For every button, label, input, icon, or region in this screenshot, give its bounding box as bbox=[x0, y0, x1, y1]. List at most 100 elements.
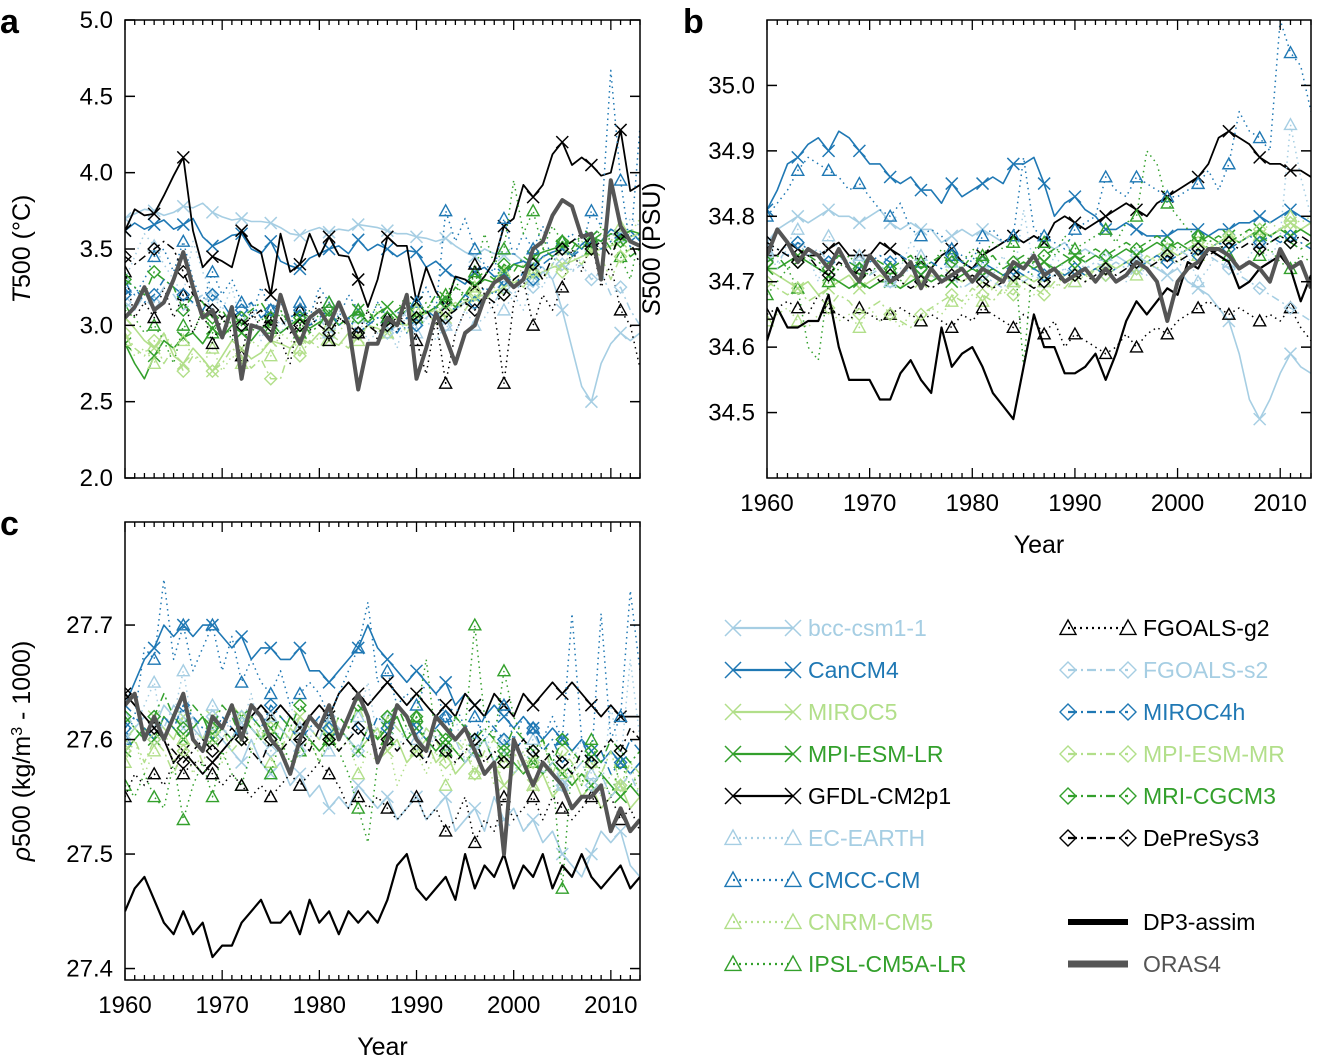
point-gfdl-cm2p1-marker bbox=[497, 219, 511, 233]
point-bcc-csm1-1-marker bbox=[614, 326, 628, 340]
point-depresys3-marker bbox=[409, 310, 424, 325]
point-depresys3-marker bbox=[438, 744, 453, 758]
point-mri-cgcm3-marker bbox=[913, 261, 928, 276]
point-fgoals-g2-marker bbox=[438, 823, 453, 837]
point-miroc4h-marker bbox=[147, 287, 162, 302]
point-bcc-csm1-1-marker bbox=[351, 218, 365, 232]
point-bcc-csm1-1-marker bbox=[555, 303, 569, 317]
point-miroc4h-marker bbox=[176, 287, 191, 302]
point-bcc-csm1-1-marker bbox=[176, 199, 190, 213]
point-mri-cgcm3-marker bbox=[1006, 255, 1021, 270]
point-cnrm-cm5-marker bbox=[1252, 228, 1267, 242]
point-ipsl-cm5a-lr-marker bbox=[613, 249, 628, 263]
line-cancm4 bbox=[767, 130, 1311, 237]
y-tick-label: 27.5 bbox=[66, 841, 113, 868]
point-miroc5-marker bbox=[468, 291, 482, 305]
point-mri-cgcm3-marker bbox=[351, 310, 366, 325]
legend-miroc4h-marker bbox=[1059, 703, 1077, 721]
point-mpi-esm-lr-marker bbox=[614, 790, 628, 804]
point-cmcc-cm-marker bbox=[351, 640, 366, 654]
point-cmcc-cm-marker bbox=[975, 228, 990, 242]
point-cancm4-marker bbox=[351, 641, 365, 655]
point-fgoals-s2-marker bbox=[1221, 261, 1236, 276]
point-bcc-csm1-1-marker bbox=[293, 767, 307, 781]
point-mri-cgcm3-marker bbox=[1252, 228, 1267, 243]
legend-item-gfdl-cm2p1: GFDL-CM2p1 bbox=[724, 783, 951, 809]
point-mri-cgcm3-marker bbox=[1160, 235, 1175, 250]
legend-item-cmcc-cm: CMCC-CM bbox=[723, 867, 920, 893]
point-cnrm-cm5-marker bbox=[321, 317, 337, 331]
line-miroc4h bbox=[767, 235, 1311, 276]
legend-mpi-esm-lr-marker bbox=[724, 745, 742, 763]
point-bcc-csm1-1-marker bbox=[526, 813, 540, 827]
plot-frame bbox=[766, 19, 1312, 479]
point-gfdl-cm2p1-marker bbox=[883, 242, 897, 256]
point-fgoals-g2-marker bbox=[380, 800, 395, 814]
series-depresys3 bbox=[125, 226, 640, 340]
point-cnrm-cm5-marker bbox=[263, 348, 278, 362]
legend-label: MRI-CGCM3 bbox=[1143, 783, 1276, 809]
legend-miroc5-marker bbox=[724, 703, 742, 721]
line-dp3-assim bbox=[125, 853, 640, 959]
point-cmcc-cm-marker bbox=[496, 211, 512, 224]
point-gfdl-cm2p1-marker bbox=[380, 230, 394, 244]
point-fgoals-g2-marker bbox=[125, 264, 133, 278]
point-cmcc-cm-marker bbox=[882, 208, 898, 222]
point-mpi-esm-lr-marker bbox=[497, 265, 511, 279]
point-mpi-esm-mr-marker bbox=[613, 778, 628, 793]
y-tick-label: 27.4 bbox=[66, 956, 113, 983]
point-ipsl-cm5a-lr-marker bbox=[351, 800, 366, 814]
point-ec-earth-marker bbox=[944, 254, 959, 268]
point-cnrm-cm5-marker bbox=[351, 333, 366, 347]
point-depresys3-marker bbox=[205, 303, 220, 318]
legend-item-cancm4: CanCM4 bbox=[724, 657, 899, 683]
point-mpi-esm-mr-marker bbox=[1283, 215, 1298, 230]
legend-mri-cgcm3-marker bbox=[1059, 787, 1077, 805]
series-cmcc-cm bbox=[767, 20, 1311, 263]
point-mpi-esm-mr-marker bbox=[767, 274, 774, 289]
point-cmcc-cm-marker bbox=[525, 720, 541, 734]
point-mri-cgcm3-marker bbox=[767, 255, 774, 270]
point-gfdl-cm2p1-marker bbox=[526, 698, 540, 712]
point-fgoals-g2-marker bbox=[1036, 326, 1052, 340]
legend-label: GFDL-CM2p1 bbox=[808, 783, 951, 809]
line-oras4 bbox=[125, 178, 640, 392]
point-cancm4-marker bbox=[409, 664, 424, 678]
point-mpi-esm-mr-marker bbox=[438, 303, 453, 318]
point-bcc-csm1-1-marker bbox=[468, 801, 482, 815]
series-ipsl-cm5a-lr bbox=[767, 150, 1311, 368]
plot-frame bbox=[124, 521, 641, 981]
point-bcc-csm1-1-marker bbox=[439, 231, 453, 245]
point-depresys3-marker bbox=[409, 744, 424, 758]
point-bcc-csm1-1-marker bbox=[822, 203, 836, 217]
point-mri-cgcm3-marker bbox=[944, 255, 959, 270]
point-ec-earth-marker bbox=[321, 743, 337, 757]
point-bcc-csm1-1-marker bbox=[380, 790, 394, 804]
point-ec-earth-marker bbox=[125, 709, 133, 723]
point-depresys3-marker bbox=[147, 242, 162, 256]
point-depresys3-marker bbox=[975, 274, 990, 289]
point-miroc5-marker bbox=[293, 710, 307, 724]
point-depresys3-marker bbox=[584, 755, 599, 770]
point-cancm4-marker bbox=[439, 675, 453, 689]
series-group bbox=[125, 578, 640, 959]
legend-cnrm-cm5-marker bbox=[783, 912, 803, 930]
point-ipsl-cm5a-lr-marker bbox=[555, 233, 570, 247]
point-depresys3-marker bbox=[234, 732, 249, 747]
point-cmcc-cm-marker bbox=[234, 294, 249, 308]
point-cancm4-marker bbox=[439, 263, 453, 277]
y-axis-label: ρ500 (kg/m3 - 1000) bbox=[8, 641, 36, 863]
point-fgoals-s2-marker bbox=[584, 778, 599, 793]
y-tick-label: 34.7 bbox=[708, 269, 755, 296]
point-bcc-csm1-1-marker bbox=[235, 755, 249, 769]
point-gfdl-cm2p1-marker bbox=[205, 755, 219, 769]
y-tick-label: 4.5 bbox=[80, 83, 113, 110]
point-ipsl-cm5a-lr-marker bbox=[176, 317, 191, 331]
point-fgoals-g2-marker bbox=[913, 313, 929, 327]
point-cnrm-cm5-marker bbox=[380, 325, 395, 339]
point-fgoals-g2-marker bbox=[525, 317, 541, 331]
point-mpi-esm-mr-marker bbox=[1006, 287, 1021, 302]
legend-item-mpi-esm-lr: MPI-ESM-LR bbox=[724, 741, 943, 767]
point-bcc-csm1-1-marker bbox=[264, 767, 278, 781]
point-fgoals-s2-marker bbox=[613, 280, 628, 295]
